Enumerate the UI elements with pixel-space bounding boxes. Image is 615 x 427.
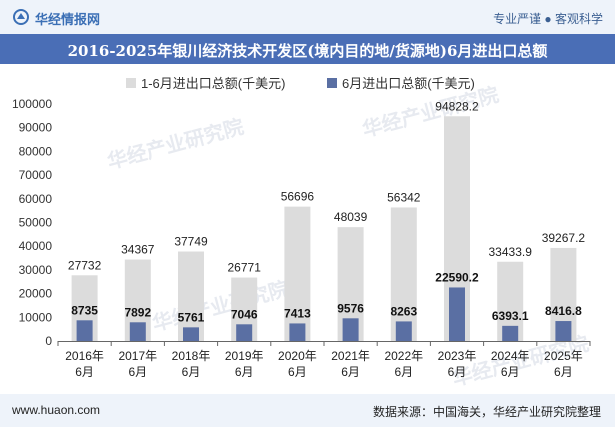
bar-series-2 <box>449 287 465 341</box>
x-tick-label: 2021年 <box>331 349 370 363</box>
data-label-series-2: 8416.8 <box>545 304 582 318</box>
y-tick-label: 20000 <box>19 287 53 301</box>
bar-series-2 <box>395 321 412 341</box>
x-tick-label: 6月 <box>182 365 201 379</box>
bar-series-2 <box>236 324 253 341</box>
bar-series-2 <box>183 327 199 341</box>
bar-series-1 <box>284 206 311 341</box>
x-tick-label: 2016年 <box>65 349 104 363</box>
data-label-series-2: 6393.1 <box>492 309 529 323</box>
tagline: 专业严谨 ● 客观科学 <box>493 12 603 26</box>
legend-swatch-series-2 <box>327 78 337 88</box>
data-label-series-1: 56342 <box>387 190 421 204</box>
y-tick-label: 30000 <box>19 263 53 277</box>
x-tick-label: 2017年 <box>118 349 157 363</box>
bar-series-2 <box>289 323 306 341</box>
data-source: 数据来源：中国海关，华经产业研究院整理 <box>372 405 601 419</box>
y-tick-label: 50000 <box>19 216 53 230</box>
data-label-series-1: 37749 <box>174 235 208 249</box>
data-label-series-2: 7413 <box>284 306 311 320</box>
legend-label-series-2: 6月进出口总额(千美元) <box>342 76 475 91</box>
bar-series-2 <box>129 322 146 341</box>
chart-area: 1-6月进出口总额(千美元) 6月进出口总额(千美元) 0 10000 20000 300… <box>12 76 591 379</box>
website-url: www.huaon.com <box>12 403 101 417</box>
data-label-series-1: 26771 <box>228 261 262 275</box>
data-label-series-2: 8735 <box>71 303 98 317</box>
x-tick-label: 6月 <box>448 365 467 379</box>
brand-name: 华经情报网 <box>35 12 101 27</box>
data-label-series-2: 8263 <box>390 304 417 318</box>
data-label-series-2: 7892 <box>124 305 151 319</box>
title-bar: 2016-2025年银川经济技术开发区(境内目的地/货源地)6月进出口总额 <box>0 34 615 64</box>
y-tick-label: 60000 <box>19 192 53 206</box>
bar-series-1 <box>178 251 204 341</box>
x-tick-label: 6月 <box>554 365 573 379</box>
y-tick-label: 90000 <box>19 121 53 135</box>
bar-series-2 <box>555 321 572 341</box>
x-tick-label: 6月 <box>75 365 94 379</box>
data-label-series-2: 5761 <box>178 310 205 324</box>
x-tick-label: 6月 <box>501 365 520 379</box>
x-tick-label: 2020年 <box>278 349 317 363</box>
bar-series-2 <box>76 320 93 341</box>
y-tick-label: 0 <box>45 334 52 348</box>
x-tick-label: 6月 <box>288 365 307 379</box>
top-bar: 华经情报网 专业严谨 ● 客观科学 <box>0 0 615 34</box>
bar-series-1 <box>390 207 417 341</box>
x-tick-label: 2023年 <box>438 349 477 363</box>
data-label-series-1: 27732 <box>68 258 102 272</box>
data-label-series-2: 7046 <box>231 307 258 321</box>
x-tick-label: 6月 <box>394 365 413 379</box>
x-tick-label: 6月 <box>341 365 360 379</box>
data-label-series-1: 94828.2 <box>435 99 479 113</box>
data-label-series-2: 9576 <box>337 301 364 315</box>
y-tick-label: 100000 <box>12 97 52 111</box>
x-tick-label: 2018年 <box>172 349 211 363</box>
x-tick-label: 6月 <box>128 365 147 379</box>
data-label-series-1: 39267.2 <box>542 231 586 245</box>
data-label-series-1: 33433.9 <box>489 245 533 259</box>
legend-swatch-series-1 <box>126 78 136 88</box>
huajing-logo-icon <box>13 9 29 25</box>
x-tick-label: 2019年 <box>225 349 264 363</box>
data-label-series-1: 34367 <box>121 243 155 257</box>
data-label-series-1: 48039 <box>334 210 368 224</box>
x-tick-label: 2025年 <box>544 349 583 363</box>
x-tick-label: 2022年 <box>384 349 423 363</box>
footer-bar: www.huaon.com 数据来源：中国海关，华经产业研究院整理 <box>0 394 615 427</box>
chart-title: 2016-2025年银川经济技术开发区(境内目的地/货源地)6月进出口总额 <box>67 42 548 60</box>
y-tick-label: 10000 <box>19 310 53 324</box>
bar-series-2 <box>342 318 359 341</box>
y-tick-label: 80000 <box>19 144 53 158</box>
legend-label-series-1: 1-6月进出口总额(千美元) <box>141 76 285 91</box>
data-label-series-2: 22590.2 <box>435 270 479 284</box>
y-tick-label: 70000 <box>19 168 53 182</box>
bar-series-2 <box>502 325 519 341</box>
x-tick-label: 2024年 <box>491 349 530 363</box>
x-tick-label: 6月 <box>235 365 254 379</box>
y-tick-label: 40000 <box>19 239 53 253</box>
data-label-series-1: 56696 <box>281 190 315 204</box>
